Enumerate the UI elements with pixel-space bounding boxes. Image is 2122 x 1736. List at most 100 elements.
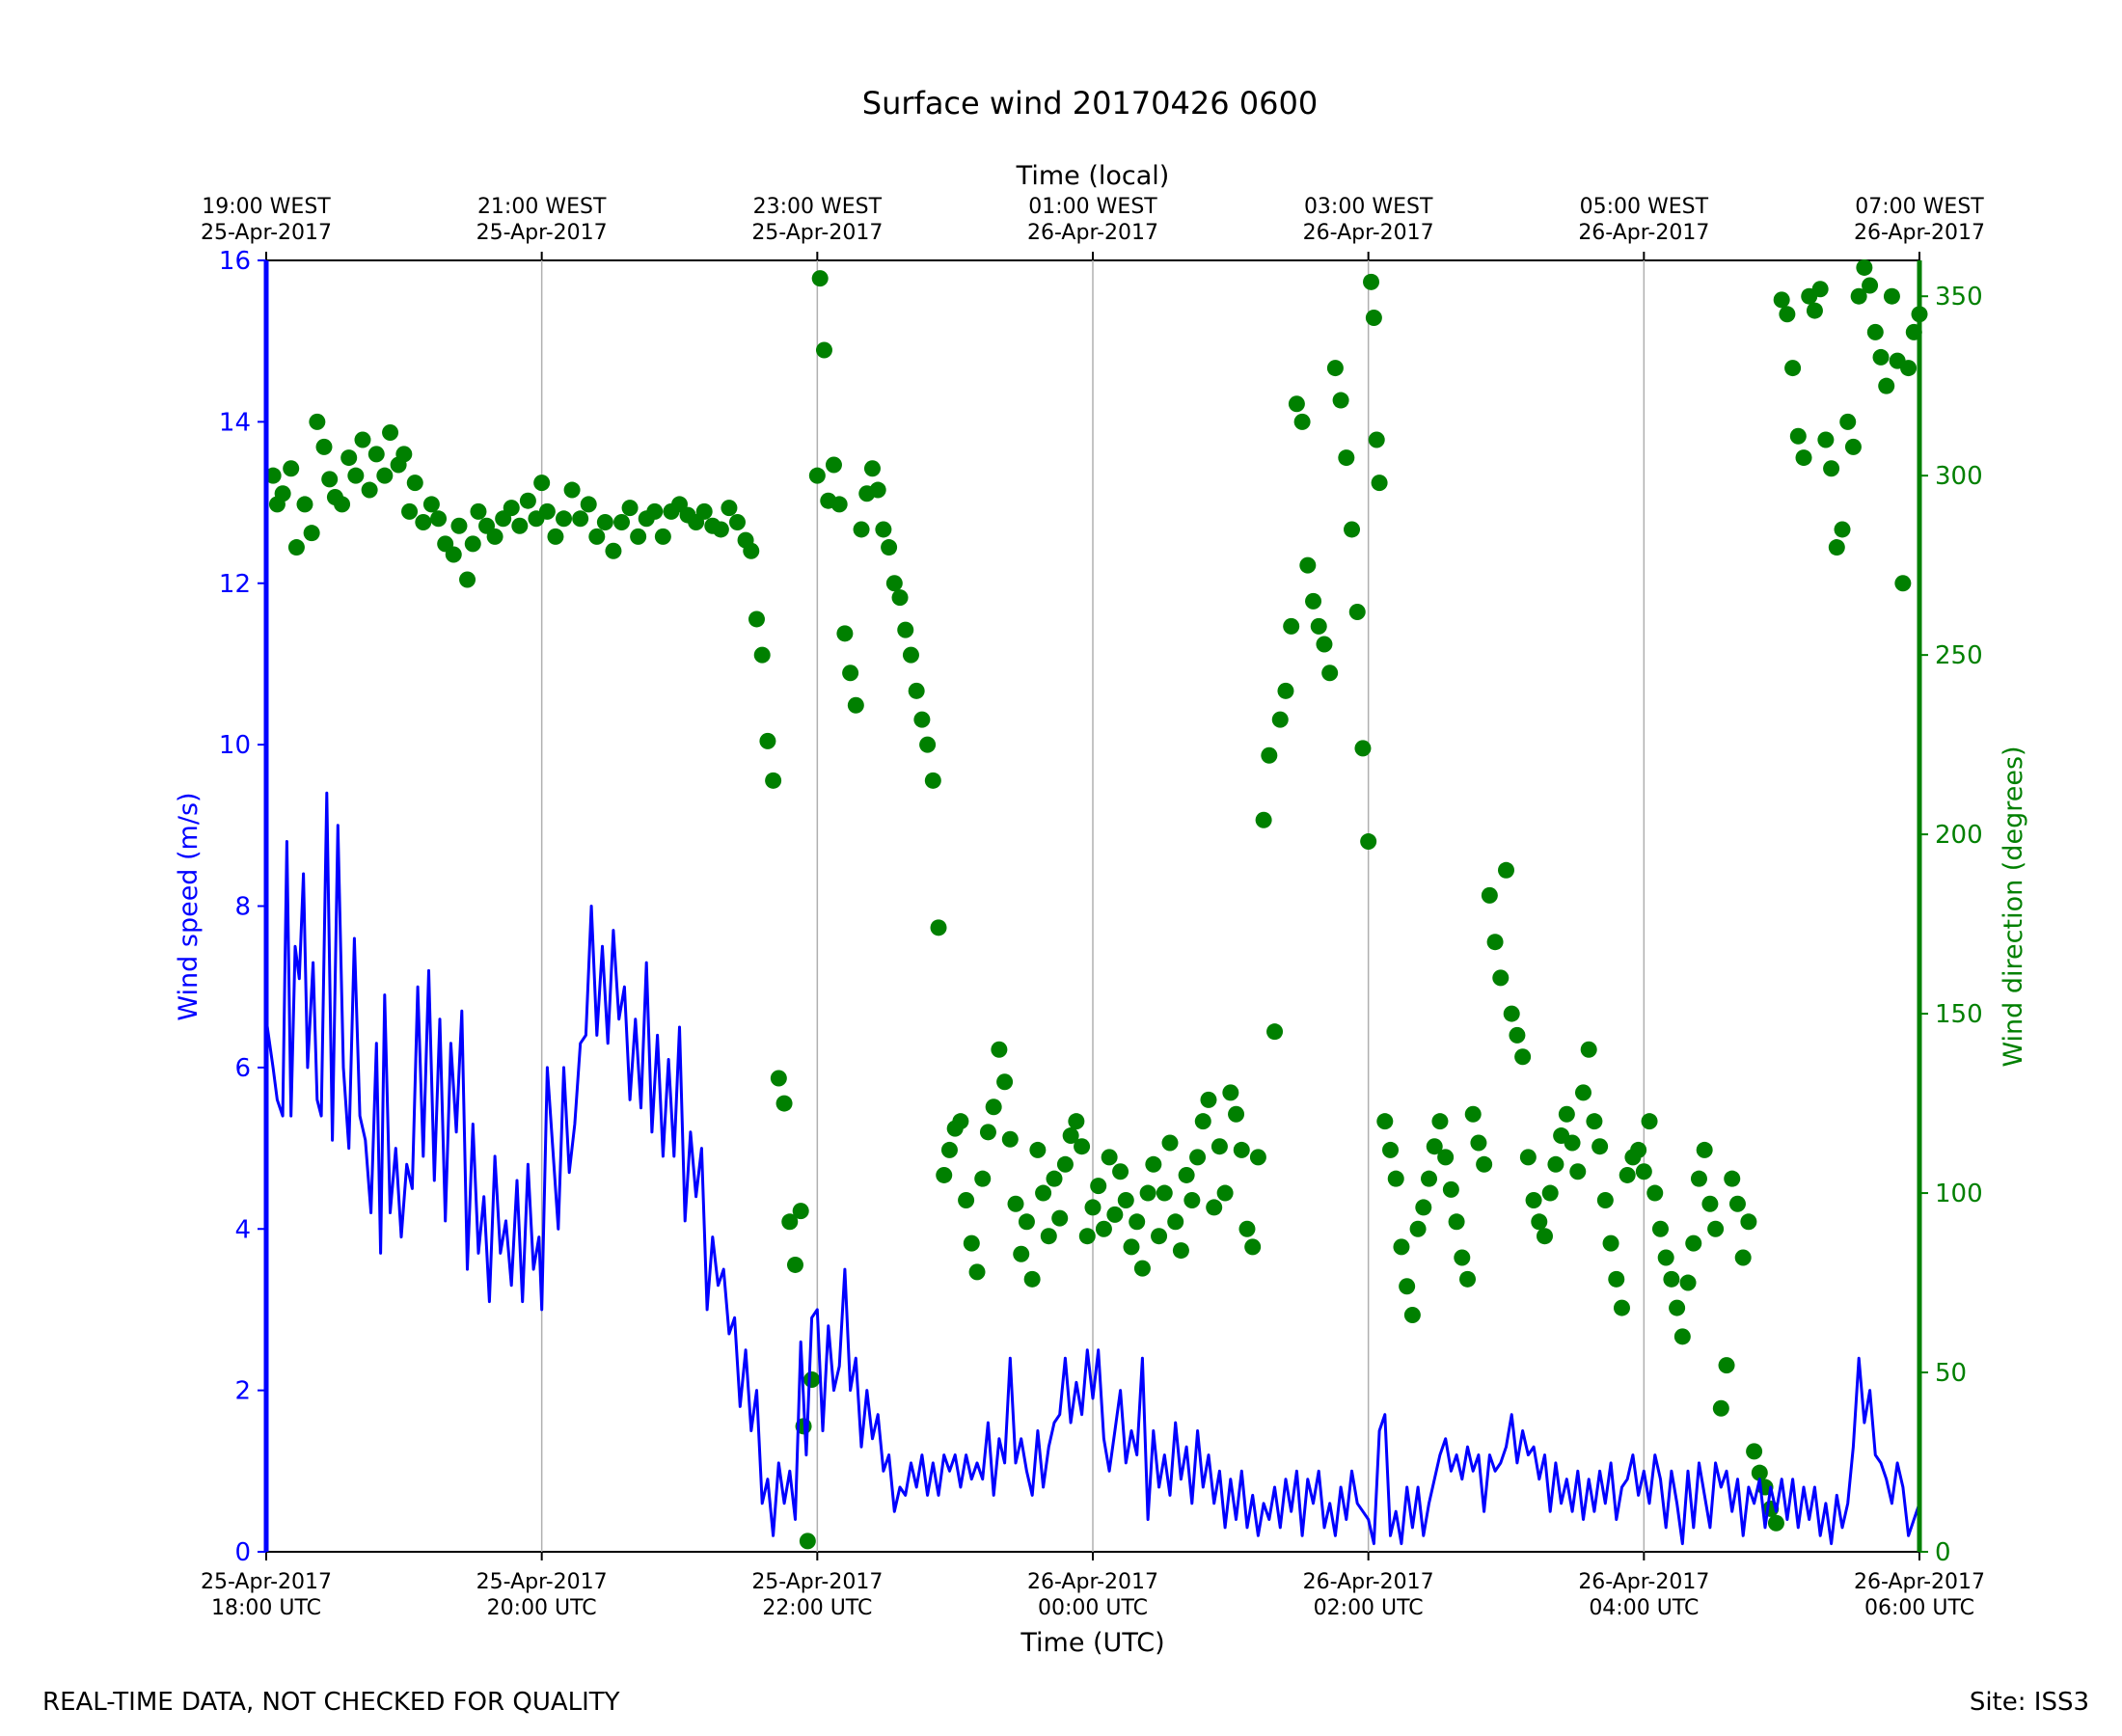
direction-point [1459, 1270, 1477, 1288]
direction-point [1029, 1141, 1047, 1158]
direction-point [811, 270, 829, 287]
direction-point [1701, 1195, 1719, 1212]
direction-point [908, 682, 925, 699]
direction-point [1862, 277, 1879, 294]
direction-point [654, 528, 671, 545]
direction-point [1244, 1238, 1262, 1256]
direction-point [464, 535, 481, 553]
direction-point [712, 521, 729, 538]
direction-point [1437, 1149, 1455, 1166]
x-top-tick-label-time: 03:00 WEST [1304, 195, 1433, 219]
direction-point [1773, 291, 1790, 309]
direction-point [1602, 1234, 1619, 1252]
direction-point [913, 711, 931, 728]
direction-point [556, 510, 573, 528]
direction-point [361, 481, 378, 499]
direction-point [885, 575, 903, 592]
direction-point [580, 496, 597, 513]
direction-point [875, 521, 892, 538]
direction-point [1277, 682, 1294, 699]
direction-point [952, 1113, 969, 1130]
y-right-tick-label: 100 [1935, 1180, 1983, 1208]
x-tick-label-time: 06:00 UTC [1864, 1596, 1974, 1620]
direction-point [1613, 1299, 1630, 1316]
direction-point [799, 1533, 816, 1550]
direction-point [382, 424, 399, 442]
direction-point [1817, 431, 1835, 448]
direction-point [1013, 1245, 1030, 1262]
direction-point [1266, 1023, 1284, 1041]
direction-point [422, 496, 440, 513]
direction-point [283, 460, 300, 477]
y-left-tick-label: 4 [234, 1215, 251, 1244]
direction-point [1200, 1091, 1217, 1108]
direction-point [1894, 575, 1912, 592]
x-tick-label-date: 26-Apr-2017 [1303, 1570, 1434, 1594]
x-top-tick-label-time: 21:00 WEST [477, 195, 607, 219]
x-top-tick-label-time: 01:00 WEST [1028, 195, 1157, 219]
direction-point [303, 525, 320, 542]
direction-point [1509, 1026, 1526, 1044]
direction-point [1145, 1155, 1162, 1173]
direction-point [1090, 1178, 1107, 1195]
direction-point [853, 521, 870, 538]
x-top-tick-label-time: 07:00 WEST [1855, 195, 1984, 219]
direction-point [958, 1191, 975, 1208]
direction-point [1078, 1228, 1096, 1245]
direction-point [321, 471, 339, 488]
direction-point [486, 528, 503, 545]
direction-point [759, 732, 776, 749]
direction-point [1046, 1170, 1063, 1187]
direction-point [596, 514, 613, 531]
direction-point [1194, 1113, 1211, 1130]
direction-point [1238, 1220, 1256, 1237]
direction-point [1228, 1105, 1245, 1123]
direction-point [902, 646, 919, 664]
direction-point [1828, 539, 1845, 556]
direction-point [533, 475, 551, 492]
chart-title: Surface wind 20170426 0600 [862, 85, 1318, 122]
direction-point [792, 1203, 809, 1220]
direction-point [1023, 1270, 1041, 1288]
direction-point [1368, 431, 1385, 448]
direction-point [1348, 604, 1366, 621]
direction-point [264, 467, 282, 484]
x-tick-label-time: 00:00 UTC [1038, 1596, 1148, 1620]
direction-point [445, 546, 462, 563]
direction-point [1734, 1249, 1752, 1266]
direction-point [1531, 1213, 1548, 1231]
direction-point [1498, 861, 1514, 879]
direction-point [1514, 1048, 1532, 1066]
direction-point [1673, 1328, 1691, 1345]
direction-point [1321, 665, 1339, 682]
direction-point [1363, 273, 1380, 290]
direction-point [309, 413, 326, 430]
y-left-tick-label: 6 [234, 1054, 251, 1083]
direction-point [1592, 1138, 1609, 1155]
direction-point [1409, 1220, 1427, 1237]
direction-point [1056, 1155, 1074, 1173]
direction-point [1823, 460, 1840, 477]
direction-point [1283, 617, 1300, 635]
direction-point [630, 528, 647, 545]
direction-point [1007, 1195, 1024, 1212]
direction-point [1365, 310, 1382, 327]
direction-point [1541, 1184, 1559, 1202]
direction-point [803, 1370, 821, 1388]
x-top-tick-label-date: 26-Apr-2017 [1303, 221, 1434, 245]
direction-point [1669, 1299, 1686, 1316]
direction-point [347, 467, 365, 484]
direction-point [1129, 1213, 1146, 1231]
direction-point [1795, 449, 1812, 467]
direction-point [1751, 1464, 1768, 1481]
direction-point [1586, 1113, 1603, 1130]
direction-point [1679, 1274, 1697, 1291]
direction-point [572, 510, 589, 528]
y-left-tick-label: 8 [234, 893, 251, 922]
x-tick-label-time: 04:00 UTC [1589, 1596, 1699, 1620]
direction-point [1161, 1134, 1179, 1152]
direction-point [1746, 1443, 1763, 1460]
direction-point [1106, 1206, 1124, 1223]
direction-point [786, 1256, 803, 1273]
